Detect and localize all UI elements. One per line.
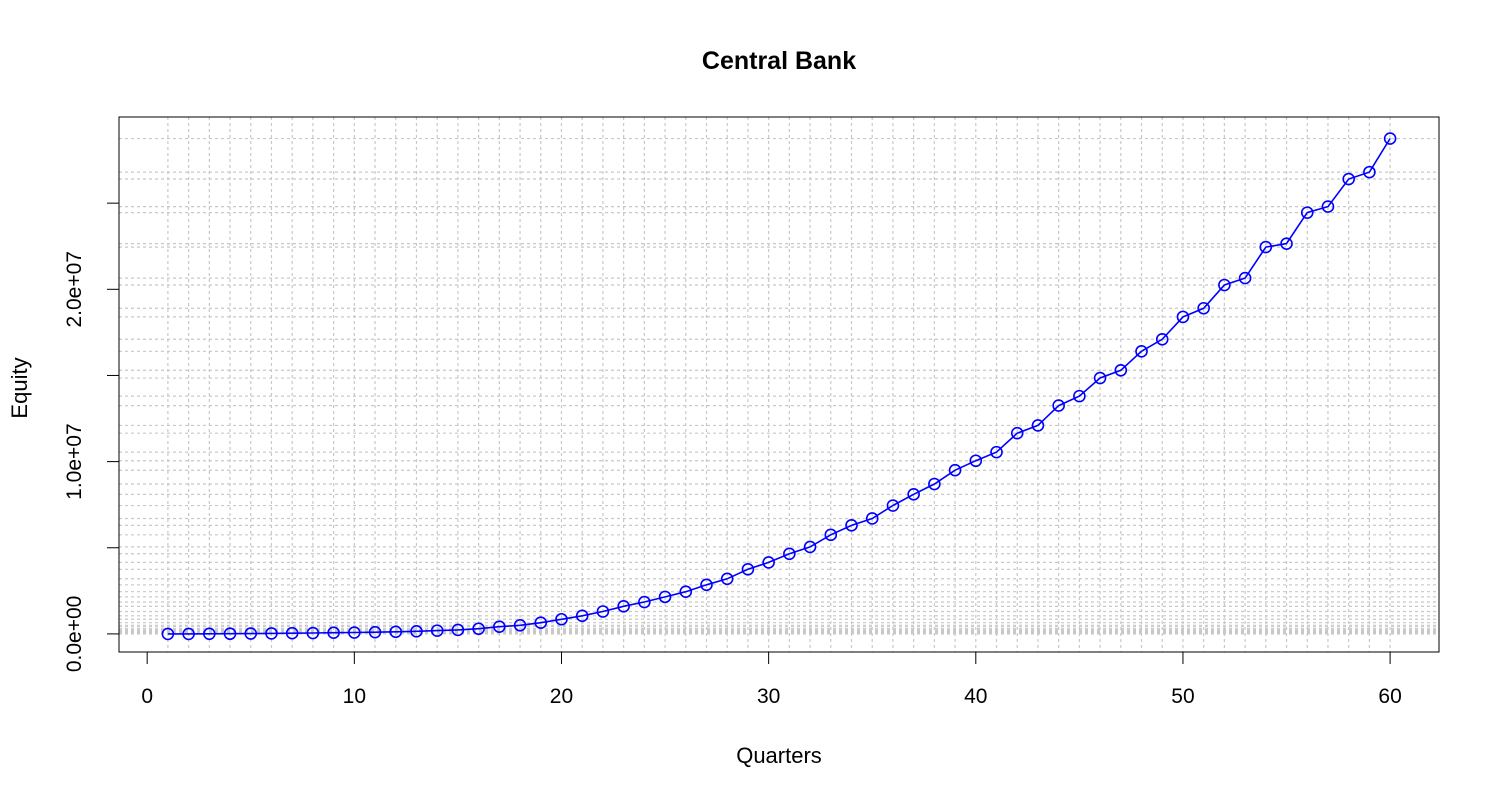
data-point [1052, 399, 1065, 412]
x-tick-label: 20 [550, 685, 573, 708]
data-point [845, 519, 858, 532]
data-point [638, 595, 651, 609]
data-point [1321, 200, 1335, 213]
data-point [161, 627, 175, 641]
y-axis-label: Equity [7, 357, 32, 418]
data-point [1383, 132, 1397, 145]
x-axis-label: Quarters [736, 743, 822, 768]
data-point [803, 540, 817, 554]
series-line [167, 138, 1391, 635]
data-point [265, 627, 278, 640]
data-point [1218, 278, 1231, 292]
data-point [472, 622, 485, 636]
x-tick-label: 50 [1171, 685, 1194, 708]
data-point [679, 585, 693, 598]
data-point [451, 623, 465, 637]
data-point [203, 627, 216, 641]
data-point [1197, 301, 1210, 315]
data-point [327, 626, 340, 640]
y-tick-label: 2.0e+07 [63, 251, 86, 328]
y-tick-label: 0.0e+00 [63, 596, 86, 673]
grid [119, 117, 1439, 652]
data-point [948, 463, 962, 477]
data-point [1259, 240, 1273, 254]
x-tick-label: 40 [964, 685, 987, 708]
data-point [720, 572, 734, 586]
data-point [389, 625, 403, 639]
y-axis: 0.0e+00 1.0e+07 2.0e+07 [63, 202, 120, 673]
data-point [1114, 363, 1128, 377]
x-tick-label: 10 [343, 685, 366, 708]
data-point [306, 626, 320, 640]
data-point [700, 578, 713, 592]
data-point [865, 512, 879, 525]
data-point [990, 445, 1003, 459]
data-point [1031, 419, 1045, 432]
data-point [1280, 237, 1293, 250]
data-point [886, 499, 900, 512]
data-point [348, 626, 361, 639]
x-axis: 0 10 20 30 40 50 60 [141, 651, 1402, 708]
x-tick-label: 30 [757, 685, 780, 708]
data-point [555, 612, 568, 626]
data-point [493, 620, 506, 633]
data-point [741, 562, 755, 576]
data-point [534, 616, 548, 630]
data-point [1300, 206, 1314, 219]
data-point [783, 547, 796, 561]
data-point [1010, 426, 1024, 440]
data-point [1093, 371, 1107, 385]
data-point [1363, 165, 1376, 179]
plot-frame [118, 116, 1440, 653]
y-tick-label: 1.0e+07 [63, 423, 86, 500]
data-point [1238, 271, 1252, 285]
data-point [1155, 332, 1169, 346]
data-point [907, 488, 920, 501]
data-point [285, 626, 299, 640]
data-point [928, 477, 941, 491]
x-tick-label: 0 [141, 685, 153, 708]
data-point [223, 627, 237, 641]
data-point [430, 624, 444, 637]
data-point [969, 454, 983, 468]
chart-title: Central Bank [702, 47, 856, 75]
data-point [1073, 389, 1086, 403]
data-point [368, 625, 382, 639]
data-point [824, 528, 838, 542]
data-point [182, 627, 195, 641]
data-point [410, 625, 423, 638]
data-point [762, 556, 775, 569]
data-point [1135, 345, 1148, 358]
data-point [1342, 172, 1355, 186]
data-point [575, 609, 589, 623]
series-layer [161, 132, 1397, 641]
x-tick-label: 60 [1378, 685, 1401, 708]
data-point [617, 600, 630, 613]
data-point [1176, 310, 1190, 324]
data-point [658, 590, 672, 604]
data-point [513, 618, 527, 632]
data-point [244, 627, 258, 640]
data-point [596, 605, 610, 618]
